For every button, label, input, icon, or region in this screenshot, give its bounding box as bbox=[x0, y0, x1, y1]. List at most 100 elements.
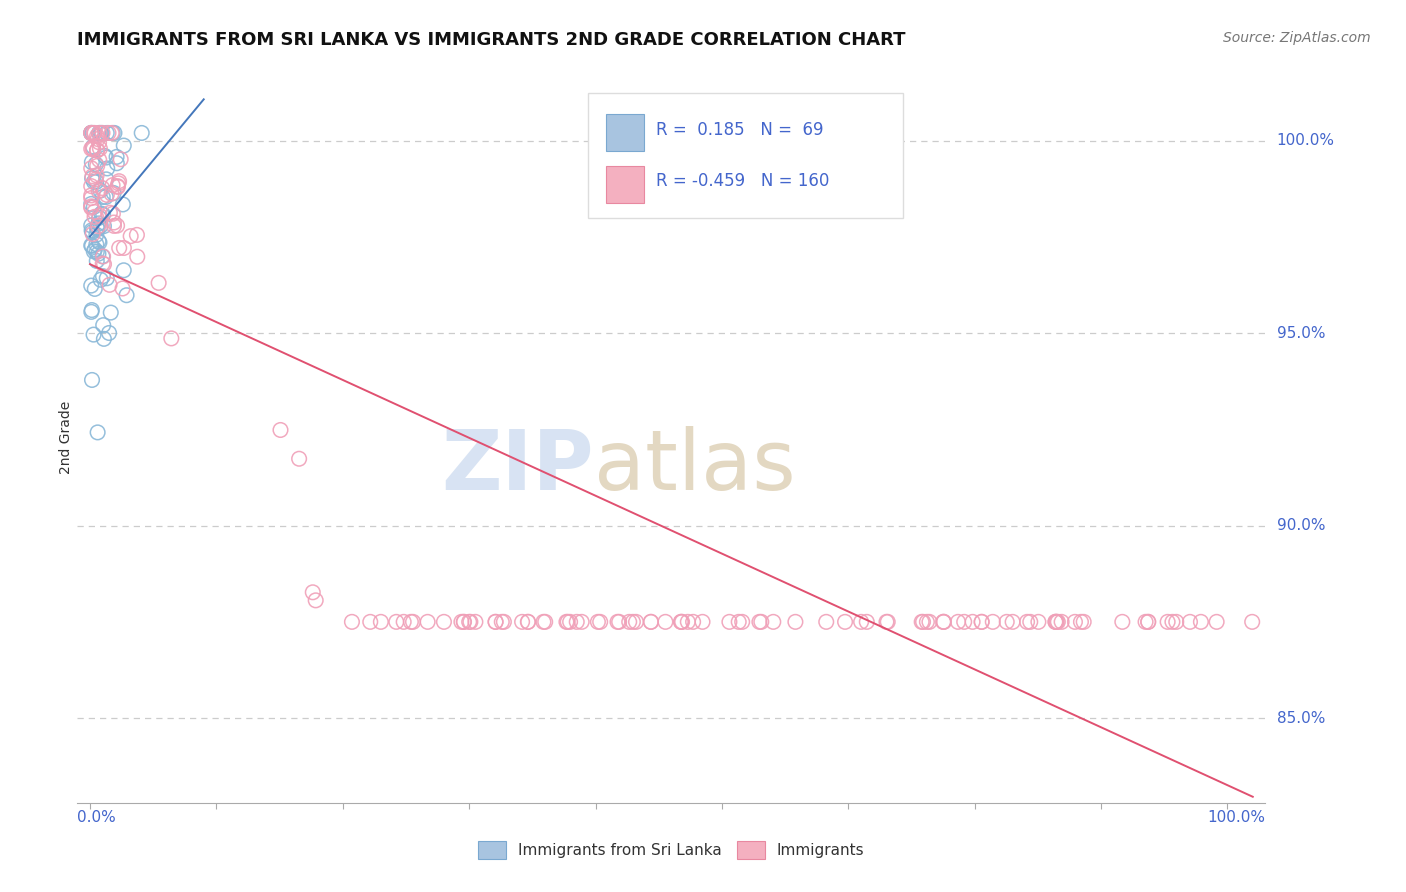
Point bbox=[103, 186, 125, 200]
Point bbox=[82, 227, 104, 241]
Point bbox=[87, 246, 110, 260]
Point bbox=[918, 615, 941, 629]
Point bbox=[87, 132, 110, 146]
FancyBboxPatch shape bbox=[588, 94, 903, 218]
Point bbox=[103, 126, 125, 140]
Point bbox=[875, 615, 897, 629]
Point bbox=[1015, 615, 1038, 629]
Point bbox=[911, 615, 934, 629]
Point bbox=[453, 615, 475, 629]
Point bbox=[589, 615, 612, 629]
Point bbox=[607, 615, 630, 629]
Point bbox=[89, 211, 111, 225]
Point bbox=[89, 209, 111, 223]
Point bbox=[962, 615, 984, 629]
Point bbox=[565, 615, 588, 629]
Point bbox=[749, 615, 772, 629]
Point bbox=[915, 615, 938, 629]
Point bbox=[83, 126, 105, 140]
Point bbox=[464, 615, 486, 629]
Point bbox=[83, 210, 105, 224]
Point bbox=[90, 273, 112, 287]
Point bbox=[82, 142, 104, 156]
Point bbox=[606, 615, 628, 629]
Point bbox=[301, 585, 323, 599]
Point bbox=[86, 159, 108, 173]
Point bbox=[485, 615, 508, 629]
Text: R =  0.185   N =  69: R = 0.185 N = 69 bbox=[657, 121, 824, 139]
Point bbox=[80, 219, 103, 233]
Point bbox=[105, 150, 128, 164]
Point bbox=[748, 615, 770, 629]
Point bbox=[83, 244, 105, 259]
Point bbox=[619, 615, 641, 629]
Point bbox=[1166, 615, 1188, 629]
Point bbox=[491, 615, 513, 629]
Point bbox=[1137, 615, 1160, 629]
Point bbox=[87, 184, 110, 198]
Point bbox=[1064, 615, 1087, 629]
Point bbox=[815, 615, 838, 629]
Point bbox=[80, 239, 103, 253]
Point bbox=[98, 205, 121, 219]
Point bbox=[86, 222, 108, 236]
Point bbox=[91, 190, 114, 204]
Point bbox=[981, 615, 1004, 629]
Point bbox=[82, 139, 104, 153]
Point bbox=[82, 225, 104, 239]
Point bbox=[89, 184, 111, 198]
Point bbox=[84, 157, 107, 171]
Point bbox=[1001, 615, 1024, 629]
Point bbox=[101, 126, 124, 140]
Text: IMMIGRANTS FROM SRI LANKA VS IMMIGRANTS 2ND GRADE CORRELATION CHART: IMMIGRANTS FROM SRI LANKA VS IMMIGRANTS … bbox=[77, 31, 905, 49]
Point bbox=[1046, 615, 1069, 629]
Text: R = -0.459   N = 160: R = -0.459 N = 160 bbox=[657, 172, 830, 190]
Point bbox=[86, 169, 108, 183]
Point bbox=[91, 318, 114, 333]
FancyBboxPatch shape bbox=[606, 166, 644, 202]
Point bbox=[1156, 615, 1178, 629]
Point bbox=[533, 615, 555, 629]
Point bbox=[399, 615, 422, 629]
Point bbox=[762, 615, 785, 629]
Point bbox=[112, 263, 135, 277]
Point bbox=[91, 126, 114, 140]
Point bbox=[80, 155, 103, 169]
Point bbox=[571, 615, 593, 629]
Point bbox=[855, 615, 877, 629]
Point bbox=[115, 288, 138, 302]
Point bbox=[80, 191, 103, 205]
Point bbox=[107, 180, 129, 194]
Point bbox=[1111, 615, 1133, 629]
Point bbox=[86, 144, 108, 158]
Legend: Immigrants from Sri Lanka, Immigrants: Immigrants from Sri Lanka, Immigrants bbox=[472, 835, 870, 864]
Point bbox=[131, 126, 153, 140]
Point bbox=[90, 219, 112, 233]
Point bbox=[86, 129, 108, 144]
Point bbox=[100, 305, 122, 319]
Point bbox=[91, 250, 114, 264]
Point bbox=[84, 175, 107, 189]
Point bbox=[87, 216, 110, 230]
Text: 85.0%: 85.0% bbox=[1277, 711, 1324, 725]
Point bbox=[849, 615, 872, 629]
Point bbox=[160, 331, 183, 345]
Point bbox=[90, 126, 112, 140]
Point bbox=[1045, 615, 1067, 629]
Point bbox=[718, 615, 741, 629]
Point bbox=[970, 615, 993, 629]
Point bbox=[87, 136, 110, 150]
Point bbox=[80, 199, 103, 213]
Text: 100.0%: 100.0% bbox=[1208, 811, 1265, 825]
Point bbox=[87, 126, 110, 140]
Point bbox=[932, 615, 955, 629]
Point bbox=[91, 208, 114, 222]
Point bbox=[671, 615, 693, 629]
Point bbox=[97, 126, 120, 140]
Point bbox=[946, 615, 969, 629]
Point bbox=[112, 138, 135, 153]
Point bbox=[621, 615, 644, 629]
Point bbox=[676, 615, 699, 629]
Point bbox=[1045, 615, 1067, 629]
FancyBboxPatch shape bbox=[606, 114, 644, 152]
